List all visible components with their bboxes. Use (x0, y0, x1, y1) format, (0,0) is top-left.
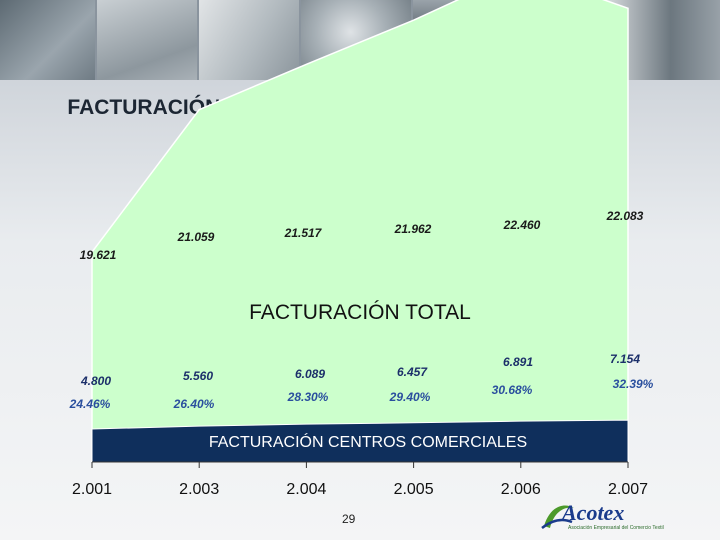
x-tick-label: 2.007 (608, 481, 648, 498)
logo-subtitle: Asociación Empresarial del Comercio Text… (568, 525, 664, 531)
total-value-label: 21.059 (177, 230, 215, 244)
percent-label: 28.30% (287, 390, 329, 404)
centros-value-label: 6.089 (295, 367, 325, 381)
acotex-logo: Acotex Asociación Empresarial del Comerc… (540, 498, 664, 536)
banner-photo-furniture (199, 0, 299, 80)
total-value-label: 22.460 (503, 218, 541, 232)
banner-photo-display (97, 0, 197, 80)
banner-photo-store (0, 0, 95, 80)
logo-text: Acotex (562, 500, 625, 525)
percent-label: 24.46% (69, 397, 111, 411)
series-area-centros (91, 419, 629, 463)
percent-label: 26.40% (173, 397, 215, 411)
percent-label: 30.68% (492, 383, 533, 397)
series-area-total (91, 0, 629, 463)
series-label-total: FACTURACIÓN TOTAL (249, 301, 471, 324)
total-value-label: 21.962 (394, 222, 432, 236)
centros-value-label: 6.457 (397, 365, 428, 379)
page-number: 29 (342, 512, 356, 526)
total-value-label: 19.621 (80, 248, 117, 262)
x-tick-label: 2.001 (72, 481, 112, 498)
logo-swoosh-icon (541, 505, 574, 529)
x-tick-label: 2.005 (394, 481, 434, 498)
percent-label: 32.39% (613, 377, 654, 391)
total-value-label: 22.083 (606, 209, 644, 223)
series-label-centros: FACTURACIÓN CENTROS COMERCIALES (209, 432, 527, 451)
percent-label: 29.40% (389, 390, 431, 404)
centros-value-label: 4.800 (80, 374, 111, 388)
centros-value-label: 5.560 (183, 369, 213, 383)
x-tick-label: 2.004 (286, 481, 326, 498)
total-value-label: 21.517 (284, 226, 323, 240)
x-tick-label: 2.006 (501, 481, 541, 498)
centros-value-label: 6.891 (503, 355, 533, 369)
centros-value-label: 7.154 (610, 352, 640, 366)
x-tick-label: 2.003 (179, 481, 219, 498)
